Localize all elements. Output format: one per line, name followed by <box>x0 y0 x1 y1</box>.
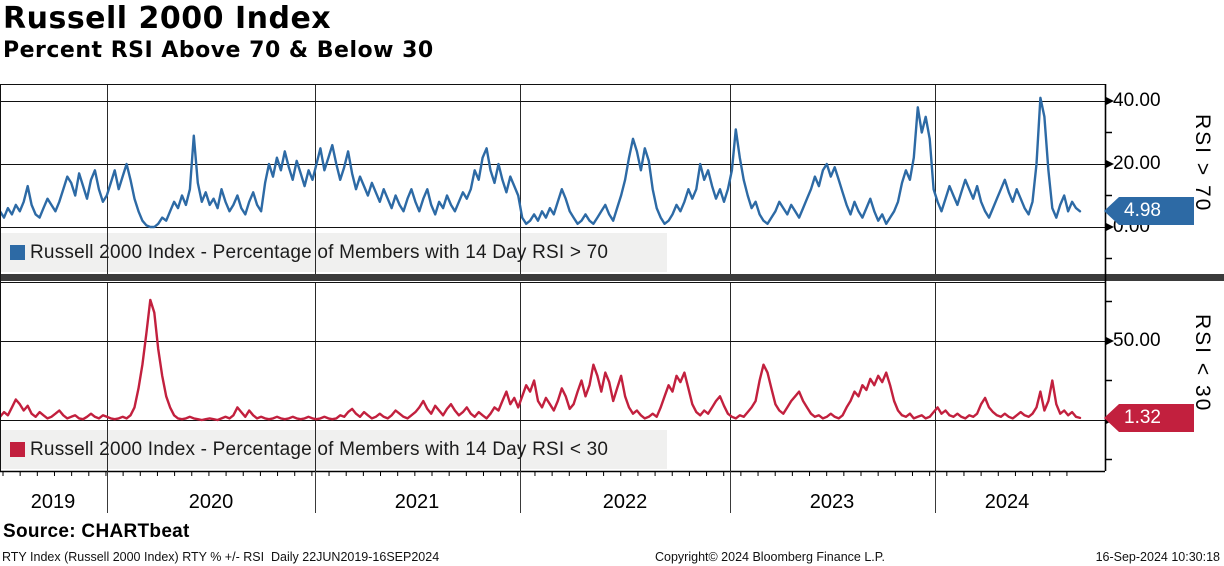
legend-rsi-below-30: Russell 2000 Index - Percentage of Membe… <box>10 430 608 469</box>
last-value-tag-red: 1.32 <box>1104 404 1194 432</box>
legend-label: Russell 2000 Index - Percentage of Membe… <box>30 438 609 460</box>
x-axis-year-label: 2021 <box>394 491 440 513</box>
legend-swatch-red-icon <box>10 442 25 457</box>
x-axis-year-label: 2023 <box>809 491 855 513</box>
chart-title: Russell 2000 Index <box>3 1 332 36</box>
footer-timestamp: 16-Sep-2024 10:30:18 <box>1095 550 1220 564</box>
x-axis-year-label: 2019 <box>30 491 76 513</box>
legend-band-bottom <box>0 430 667 469</box>
footer-security-info: RTY Index (Russell 2000 Index) RTY % +/-… <box>2 550 440 564</box>
legend-band-top <box>0 233 667 272</box>
x-axis-year-label: 2024 <box>984 491 1030 513</box>
y-tick-label: 20.00 <box>1113 153 1161 174</box>
chart-subtitle: Percent RSI Above 70 & Below 30 <box>3 38 434 63</box>
x-axis-year-label: 2020 <box>188 491 234 513</box>
legend-rsi-above-70: Russell 2000 Index - Percentage of Membe… <box>10 233 608 272</box>
x-axis-year-label: 2022 <box>602 491 648 513</box>
legend-label: Russell 2000 Index - Percentage of Membe… <box>30 241 609 263</box>
footer-copyright: Copyright© 2024 Bloomberg Finance L.P. <box>655 550 885 564</box>
legend-swatch-blue-icon <box>10 245 25 260</box>
right-axis-title-top: RSI > 70 <box>1191 114 1214 213</box>
right-axis-title-bottom: RSI < 30 <box>1191 314 1214 413</box>
y-tick-label: 40.00 <box>1113 90 1161 111</box>
source-note: Source: CHARTbeat <box>3 521 190 542</box>
chart-header: Russell 2000 Index Percent RSI Above 70 … <box>3 0 434 64</box>
y-tick-label: 50.00 <box>1113 330 1161 351</box>
last-value-tag-blue: 4.98 <box>1104 197 1194 225</box>
